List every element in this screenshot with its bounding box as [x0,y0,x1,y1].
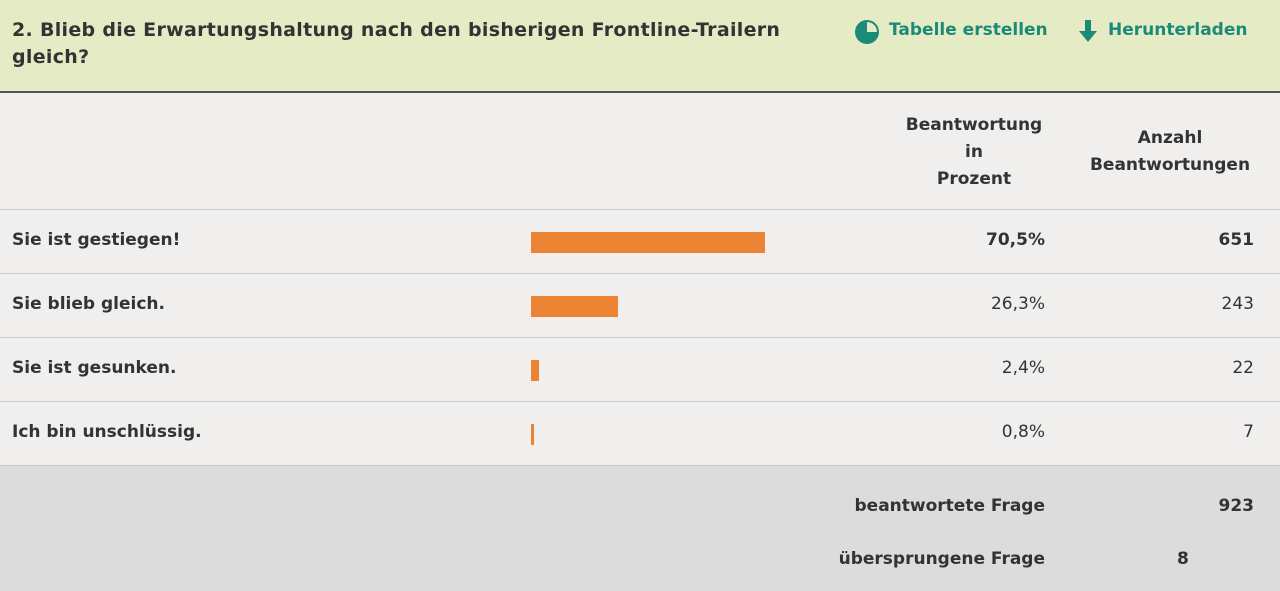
percent-bar [531,296,619,317]
percent-value: 26,3% [990,294,1045,314]
question-title: 2. Blieb die Erwartungshaltung nach den … [12,19,781,68]
answer-label: Sie blieb gleich. [12,294,165,314]
create-table-button[interactable]: Tabelle erstellen [889,20,1048,40]
column-header: Beantwortung in Prozent [894,112,1054,193]
answered-count: 923 [1218,496,1255,516]
column-header: Anzahl Beantwortungen [1080,125,1260,179]
pie-icon [855,20,879,44]
percent-bar [531,232,766,253]
count-value: 651 [1218,230,1255,250]
answer-row: Ich bin unschlüssig. 0,8% 7 [0,401,1280,465]
percent-bar [531,424,534,445]
column-header-line: Anzahl [1137,128,1203,148]
download-button[interactable]: Herunterladen [1108,20,1248,40]
percent-bar [531,360,539,381]
percent-value: 2,4% [1001,358,1045,378]
column-header-line: Beantwortungen [1089,155,1251,175]
column-header-line: Beantwortung [905,115,1043,135]
count-value: 22 [1232,358,1254,378]
answered-label: beantwortete Frage [854,496,1045,516]
answer-label: Ich bin unschlüssig. [12,422,202,442]
answer-label: Sie ist gesunken. [12,358,177,378]
answer-row: Sie ist gesunken. 2,4% 22 [0,337,1280,401]
download-icon [1079,20,1097,42]
column-header-line: Prozent [936,169,1012,189]
column-header-line: in [965,142,983,162]
count-value: 243 [1221,294,1254,314]
count-value: 7 [1243,422,1254,442]
percent-value: 0,8% [1001,422,1045,442]
summary: beantwortete Frage 923 übersprungene Fra… [0,465,1280,591]
answer-label: Sie ist gestiegen! [12,230,181,250]
header: 2. Blieb die Erwartungshaltung nach den … [0,0,1280,93]
answer-row: Sie ist gestiegen! 70,5% 651 [0,209,1280,273]
skipped-label: übersprungene Frage [838,549,1045,569]
percent-value: 70,5% [986,230,1045,250]
skipped-count: 8 [1177,549,1189,569]
answer-row: Sie blieb gleich. 26,3% 243 [0,273,1280,337]
